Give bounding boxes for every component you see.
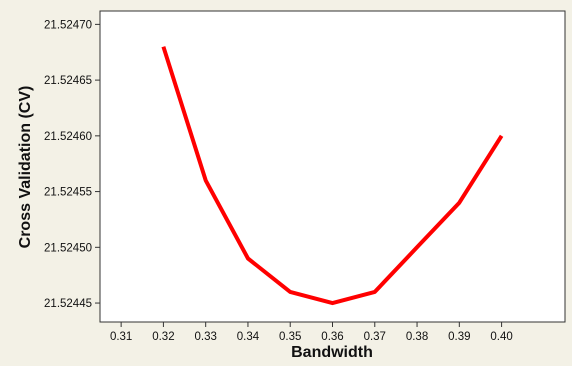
x-tick-label: 0.39 (448, 331, 470, 343)
x-tick-label: 0.37 (364, 331, 386, 343)
x-tick-label: 0.35 (279, 331, 301, 343)
x-tick-label: 0.32 (152, 331, 174, 343)
x-tick-label: 0.34 (237, 331, 260, 343)
plot-area (99, 10, 566, 323)
series-layer (161, 46, 504, 306)
x-tick-label: 0.38 (406, 331, 428, 343)
x-axis-title: Bandwidth (291, 344, 373, 361)
x-tick-label: 0.33 (194, 331, 216, 343)
x-tick-label: 0.40 (490, 331, 512, 343)
y-tick-label: 21.52470 (44, 19, 92, 31)
y-tick-label: 21.52460 (44, 131, 92, 143)
x-axis-ticks: 0.31 0.32 0.33 0.34 0.35 0.36 0.37 0.38 0.39 0.40 (110, 322, 513, 343)
y-tick-label: 21.52465 (44, 75, 92, 87)
y-tick-label: 21.52450 (44, 242, 92, 254)
y-tick-label: 21.52455 (44, 187, 92, 199)
y-axis-title: Cross Validation (CV) (17, 86, 34, 249)
y-axis-ticks: 21.52445 21.52450 21.52455 21.52460 21.52465… (44, 19, 100, 310)
y-tick-label: 21.52445 (44, 298, 92, 310)
series-line-0 (161, 46, 504, 306)
x-tick-label: 0.36 (321, 331, 343, 343)
x-tick-label: 0.31 (110, 331, 132, 343)
